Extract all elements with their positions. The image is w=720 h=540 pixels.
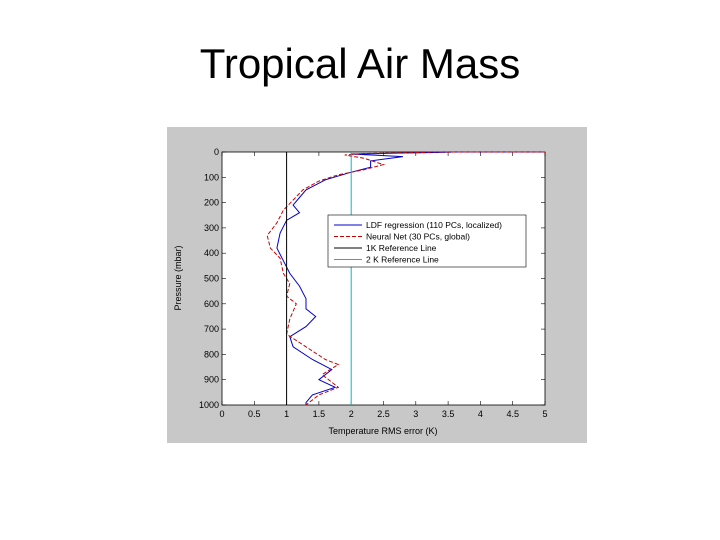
y-tick-label: 1000 <box>199 400 219 410</box>
legend-label: Neural Net (30 PCs, global) <box>366 232 470 242</box>
x-tick-label: 2 <box>349 409 354 419</box>
y-tick-label: 100 <box>204 172 219 182</box>
y-tick-label: 600 <box>204 299 219 309</box>
y-tick-label: 400 <box>204 248 219 258</box>
y-tick-label: 800 <box>204 349 219 359</box>
y-tick-label: 300 <box>204 223 219 233</box>
y-tick-label: 900 <box>204 375 219 385</box>
slide-title: Tropical Air Mass <box>199 40 521 87</box>
x-tick-label: 3.5 <box>442 409 455 419</box>
series-lines <box>266 151 545 406</box>
x-tick-label: 0.5 <box>248 409 261 419</box>
y-tick-label: 0 <box>214 147 219 157</box>
y-axis-label: Pressure (mbar) <box>173 245 183 310</box>
x-tick-label: 3 <box>413 409 418 419</box>
x-tick-label: 2.5 <box>377 409 390 419</box>
x-tick-label: 5 <box>542 409 547 419</box>
x-tick-label: 1 <box>284 409 289 419</box>
line-chart: 0 0.5 1 1.5 2 2.5 3 3.5 4 4.5 5 0 100 200 300 400 500 600… <box>173 147 548 436</box>
y-tick-label: 200 <box>204 198 219 208</box>
series-line-2 <box>266 151 545 406</box>
legend-label: 2 K Reference Line <box>366 255 439 265</box>
x-tick-label: 4 <box>478 409 483 419</box>
x-tick-label: 4.5 <box>506 409 519 419</box>
y-tick-label: 700 <box>204 324 219 334</box>
figure-panel: 0 0.5 1 1.5 2 2.5 3 3.5 4 4.5 5 0 100 200 300 400 500 600… <box>167 127 587 443</box>
legend-label: LDF regression (110 PCs, localized) <box>366 220 502 230</box>
x-tick-label: 0 <box>219 409 224 419</box>
y-tick-label: 500 <box>204 274 219 284</box>
legend: LDF regression (110 PCs, localized) Neura… <box>327 214 527 268</box>
axis-ticks: 0 0.5 1 1.5 2 2.5 3 3.5 4 4.5 5 0 100 200 300 400 500 600… <box>199 147 548 419</box>
series-line-1 <box>276 151 545 405</box>
plot-area <box>221 151 546 406</box>
legend-label: 1K Reference Line <box>366 243 437 253</box>
x-axis-label: Temperature RMS error (K) <box>328 426 437 436</box>
x-tick-label: 1.5 <box>313 409 326 419</box>
legend-box <box>327 214 527 268</box>
